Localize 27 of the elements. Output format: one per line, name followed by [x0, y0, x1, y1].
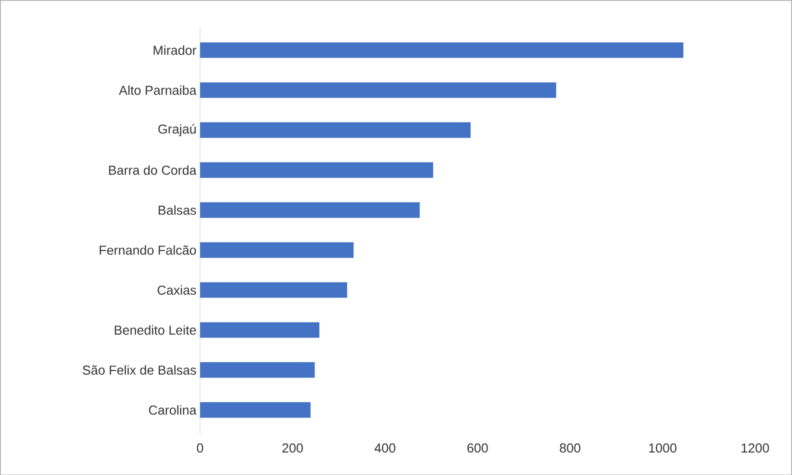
y-tick-label: Alto Parnaiba [118, 85, 197, 95]
bar [200, 122, 471, 138]
bar [200, 162, 434, 178]
x-tick-label: 0 [196, 443, 204, 452]
x-tick-label: 200 [282, 443, 303, 452]
bar [200, 202, 420, 218]
y-tick-label: Barra do Corda [109, 165, 197, 175]
x-tick-label: 1000 [649, 443, 676, 452]
y-tick-label: Carolina [149, 405, 197, 415]
y-tick-label: São Felix de Balsas [82, 365, 196, 375]
y-tick-label: Balsas [158, 205, 196, 215]
x-tick-label: 800 [560, 443, 580, 452]
bar [200, 402, 311, 418]
bar [200, 242, 354, 258]
y-tick-label: Mirador [154, 45, 196, 55]
y-tick-label: Grajaú [158, 124, 196, 136]
bar [200, 322, 320, 338]
bar [200, 282, 348, 298]
bar [200, 82, 556, 98]
y-tick-label: Fernando Falcão [100, 245, 196, 255]
bar [200, 42, 684, 58]
x-tick-label: 1200 [742, 443, 769, 452]
y-tick-label: Caxias [158, 285, 196, 295]
bar [200, 362, 315, 378]
y-tick-label: Benedito Leite [114, 325, 196, 335]
x-tick-label: 400 [374, 443, 396, 452]
x-tick-label: 600 [467, 443, 488, 452]
